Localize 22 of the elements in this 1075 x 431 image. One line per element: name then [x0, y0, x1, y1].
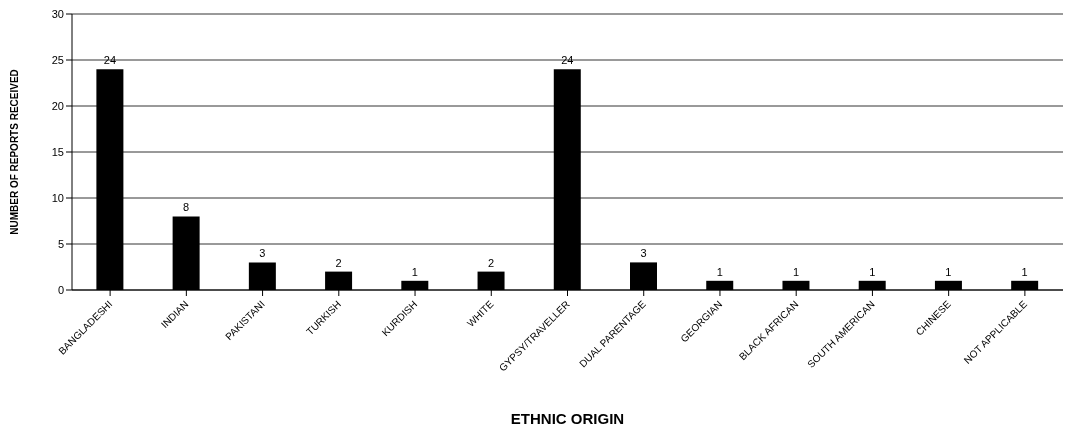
data-label: 2 — [335, 256, 342, 269]
data-label: 24 — [561, 54, 574, 67]
data-label: 1 — [411, 265, 418, 278]
data-label: 1 — [869, 265, 876, 278]
y-tick-label: 10 — [51, 191, 64, 204]
y-tick-label: 20 — [51, 99, 64, 112]
data-label: 3 — [259, 247, 266, 260]
data-label: 1 — [792, 265, 800, 278]
x-axis-title: ETHNIC ORIGIN — [510, 410, 625, 427]
y-tick-label: 30 — [51, 7, 64, 20]
data-label: 3 — [640, 247, 647, 260]
data-label: 1 — [945, 265, 952, 278]
data-label: 2 — [487, 256, 495, 269]
data-label: 1 — [1021, 265, 1028, 278]
y-tick-label: 15 — [51, 145, 64, 158]
y-axis-title: NUMBER OF REPORTS RECEIVED — [8, 69, 20, 235]
y-tick-label: 5 — [57, 237, 64, 250]
data-label: 8 — [183, 201, 190, 214]
y-tick-label: 25 — [51, 53, 64, 66]
data-label: 1 — [716, 265, 723, 278]
y-tick-label: 0 — [57, 283, 64, 296]
data-label: 24 — [103, 54, 117, 67]
